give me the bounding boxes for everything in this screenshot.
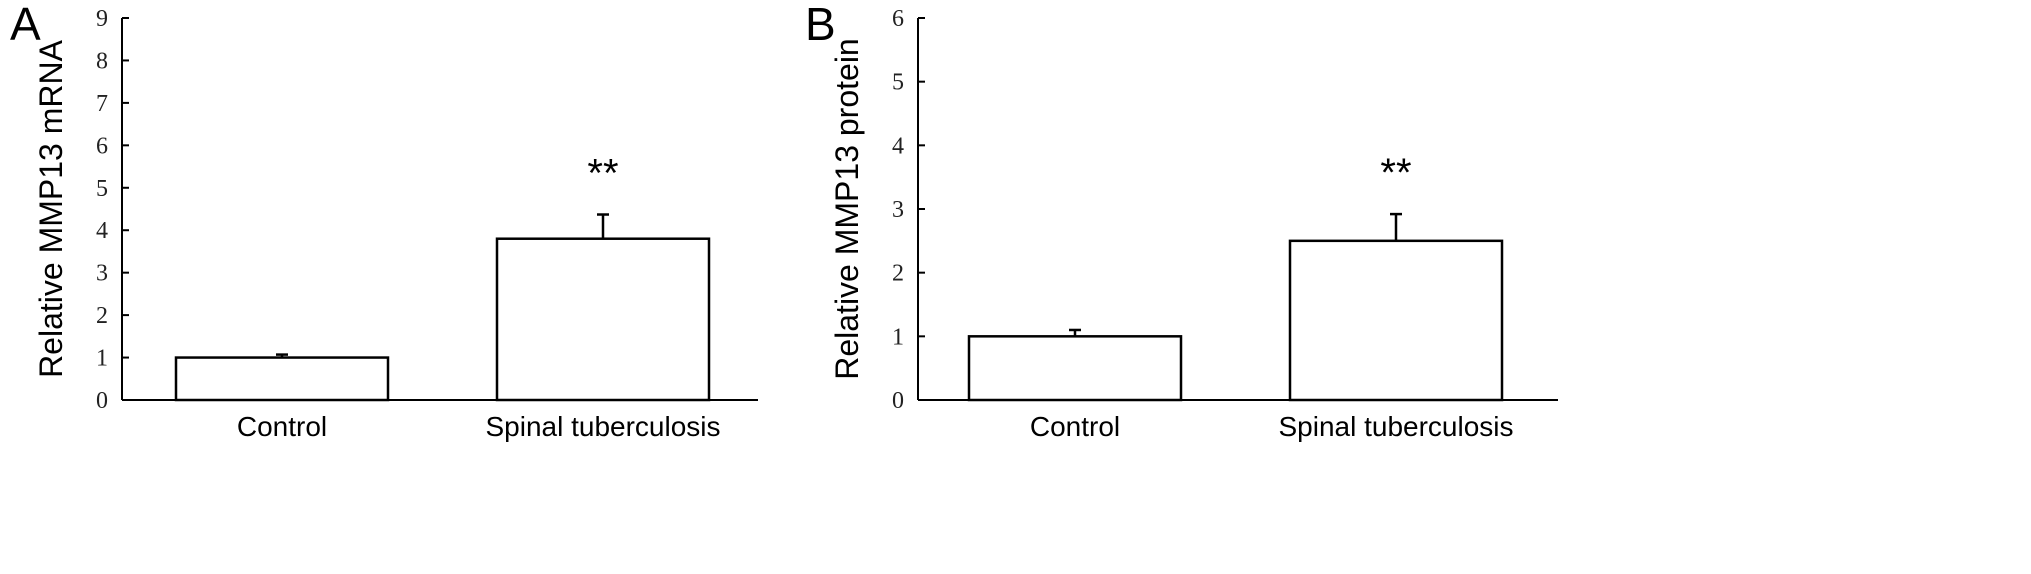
panel-a-bar-control <box>174 356 390 402</box>
panel-b-bar-spinal-tuberculosis <box>1288 239 1504 402</box>
panel-a-y-tick-label: 9 <box>96 6 108 32</box>
panel-a-y-tick-label: 6 <box>96 133 108 159</box>
panel-a-bar-spinal-tuberculosis <box>495 237 711 402</box>
panel-b-significance-label: ** <box>1380 151 1411 195</box>
panel-b-y-tick-label: 4 <box>892 133 904 159</box>
panel-a-y-tick-label: 0 <box>96 388 108 414</box>
panel-a-y-tick-label: 8 <box>96 48 108 74</box>
panel-a-y-axis-label: Relative MMP13 mRNA <box>33 39 69 378</box>
panel-b-y-tick-label: 2 <box>892 261 904 287</box>
panel-b-y-tick-label: 5 <box>892 70 904 96</box>
panel-a-y-tick-label: 3 <box>96 261 108 287</box>
panel-a-y-tick-label: 4 <box>96 218 108 244</box>
panel-a-y-tick-label: 7 <box>96 91 108 117</box>
panel-b-bar-control <box>967 335 1183 402</box>
panel-a-significance-label: ** <box>587 152 618 196</box>
panel-a-y-tick-label: 2 <box>96 303 108 329</box>
panel-b-y-tick-label: 6 <box>892 6 904 32</box>
panel-a-category-label: Spinal tuberculosis <box>485 411 720 442</box>
panel-a-y-tick-label: 5 <box>96 176 108 202</box>
panel-b-y-axis-label: Relative MMP13 protein <box>829 38 865 379</box>
panel-b-y-tick-label: 3 <box>892 197 904 223</box>
panel-b-category-label: Spinal tuberculosis <box>1278 411 1513 442</box>
panel-a-category-label: Control <box>237 411 327 442</box>
panel-b-y-tick-label: 0 <box>892 388 904 414</box>
panel-b-letter: B <box>805 0 836 50</box>
panel-a-letter: A <box>10 0 41 50</box>
panel-a-y-tick-label: 1 <box>96 346 108 372</box>
panel-b-y-tick-label: 1 <box>892 324 904 350</box>
panel-b-category-label: Control <box>1030 411 1120 442</box>
